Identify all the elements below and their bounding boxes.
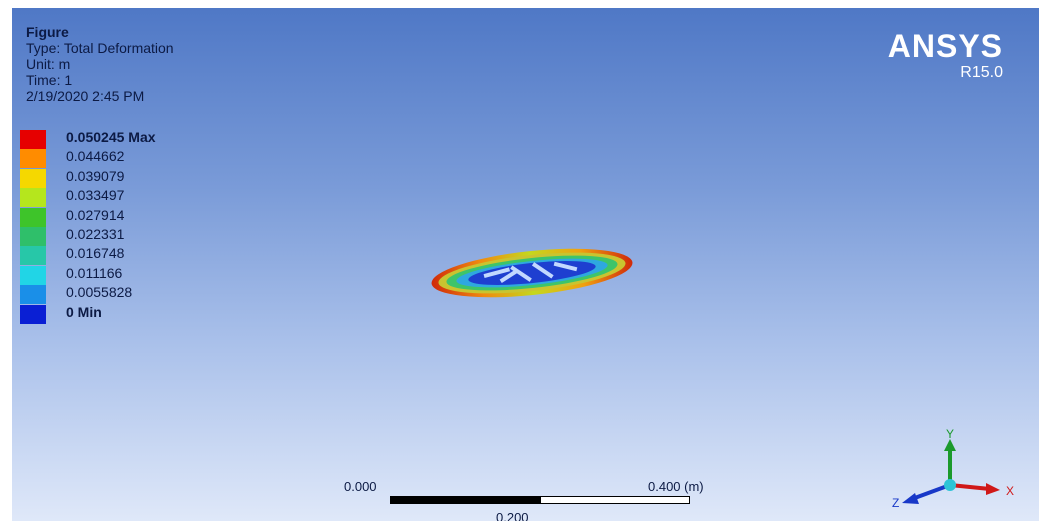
legend-value-label: 0.016748 — [66, 245, 125, 262]
scale-bar: 0.000 0.400 (m) 0.200 — [332, 478, 732, 521]
legend-color-swatch — [20, 246, 46, 266]
y-axis-label: Y — [946, 427, 954, 441]
axis-triad[interactable]: Y X Z — [882, 423, 1022, 513]
result-time: Time: 1 — [26, 72, 73, 88]
legend-color-swatch — [20, 207, 46, 227]
legend-color-swatch — [20, 149, 46, 169]
scale-bar-graphic — [390, 496, 690, 504]
result-info: Figure Type: Total Deformation Unit: m T… — [26, 24, 174, 104]
legend-color-swatch — [20, 265, 46, 285]
graphics-viewport[interactable]: Figure Type: Total Deformation Unit: m T… — [12, 8, 1039, 521]
result-unit: Unit: m — [26, 56, 71, 72]
result-type: Type: Total Deformation — [26, 40, 174, 56]
legend-value-label: 0.0055828 — [66, 284, 133, 301]
ansys-logo: ANSYS R15.0 — [888, 30, 1003, 82]
legend-color-swatch — [20, 168, 46, 188]
legend-color-swatch — [20, 226, 46, 246]
legend-value-label: 0 Min — [66, 303, 102, 320]
logo-brand: ANSYS — [887, 28, 1003, 64]
legend-value-label: 0.022331 — [66, 225, 125, 242]
logo-version: R15.0 — [960, 64, 1003, 81]
z-axis-arrow — [911, 483, 951, 501]
legend-value-label: 0.044662 — [66, 148, 125, 165]
x-axis-label: X — [1006, 484, 1014, 498]
result-date: 2/19/2020 2:45 PM — [26, 88, 145, 104]
legend-color-swatch — [20, 304, 46, 324]
figure-title: Figure — [26, 24, 69, 40]
legend-value-label: 0.011166 — [66, 264, 123, 281]
scale-mid-label: 0.200 — [496, 510, 529, 521]
scale-left-label: 0.000 — [344, 479, 377, 494]
legend-value-label: 0.039079 — [66, 167, 125, 184]
legend-color-swatch — [20, 130, 46, 149]
scale-right-label: 0.400 (m) — [648, 479, 704, 494]
legend-color-swatch — [20, 285, 46, 305]
legend-value-label: 0.027914 — [66, 206, 125, 223]
z-axis-label: Z — [892, 496, 899, 510]
x-axis-arrow — [949, 483, 991, 491]
legend-value-label: 0.033497 — [66, 187, 125, 204]
legend-color-swatch — [20, 188, 46, 208]
legend-value-label: 0.050245 Max — [66, 129, 156, 145]
triad-origin — [944, 479, 956, 491]
deformed-ring-model[interactable] — [412, 238, 652, 308]
